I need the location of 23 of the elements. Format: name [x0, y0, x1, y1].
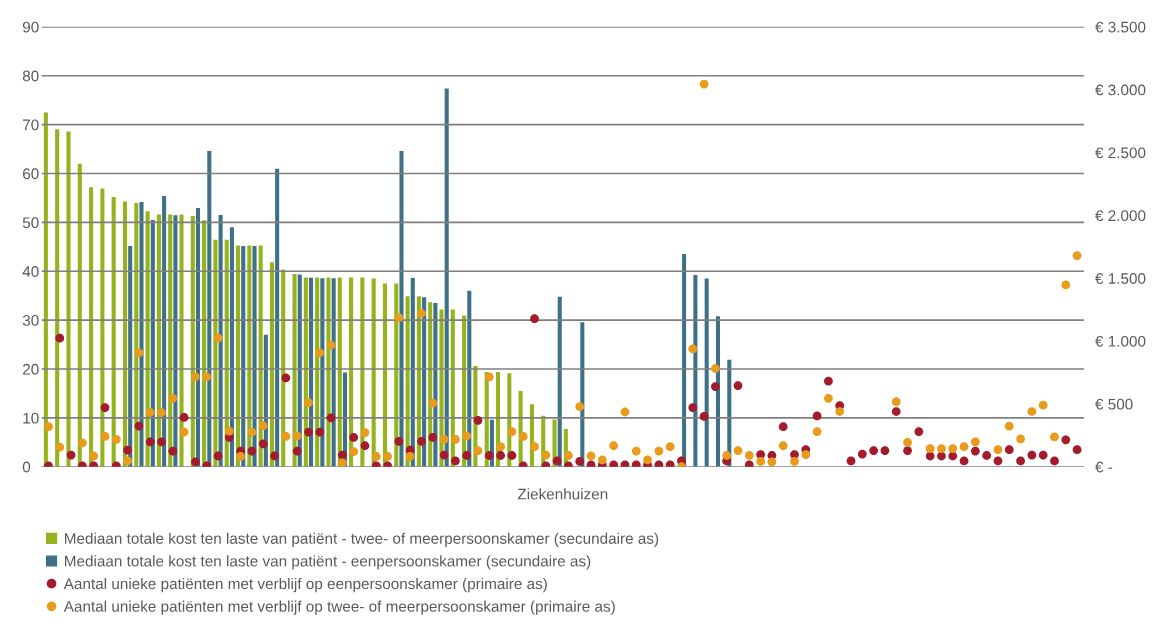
- y-tick-label: 0: [22, 461, 31, 473]
- legend-label: Aantal unieke patiënten met verblijf op twee- of meerpersoonskamer (primaire as): [63, 600, 615, 615]
- y2-tick-label: € 2.000: [1095, 210, 1146, 222]
- y-tick-label: 70: [23, 119, 39, 131]
- y2-tick-label: € 2.500: [1095, 147, 1146, 159]
- y2-tick-label: € 3.000: [1095, 84, 1146, 96]
- y-tick-label: 90: [22, 21, 39, 33]
- y2-tick-label: € -: [1095, 461, 1113, 473]
- y2-tick-label: € 500: [1095, 398, 1133, 410]
- y-tick-label: 60: [23, 168, 39, 180]
- y2-tick-label: € 1.500: [1095, 273, 1146, 284]
- y-tick-label: 20: [23, 363, 39, 375]
- legend-label: Mediaan totale kost ten laste van patiënt - eenpersoonskamer (secundaire as): [65, 555, 591, 570]
- y-tick-label: 50: [22, 217, 39, 229]
- legend-label: Mediaan totale kost ten laste van patiënt - twee- of meerpersoonskamer (secundaire as): [65, 532, 659, 547]
- y-tick-label: 40: [22, 266, 39, 277]
- y2-tick-label: € 1.000: [1095, 335, 1146, 347]
- x-axis-title: Ziekenhuizen: [517, 488, 608, 500]
- y-tick-label: 30: [22, 314, 39, 326]
- y2-tick-label: € 3.500: [1095, 21, 1146, 33]
- legend-label: Aantal unieke patiënten met verblijf op eenpersoonskamer (primaire as): [63, 577, 547, 593]
- y-tick-label: 10: [23, 412, 39, 424]
- y-tick-label: 80: [22, 70, 39, 82]
